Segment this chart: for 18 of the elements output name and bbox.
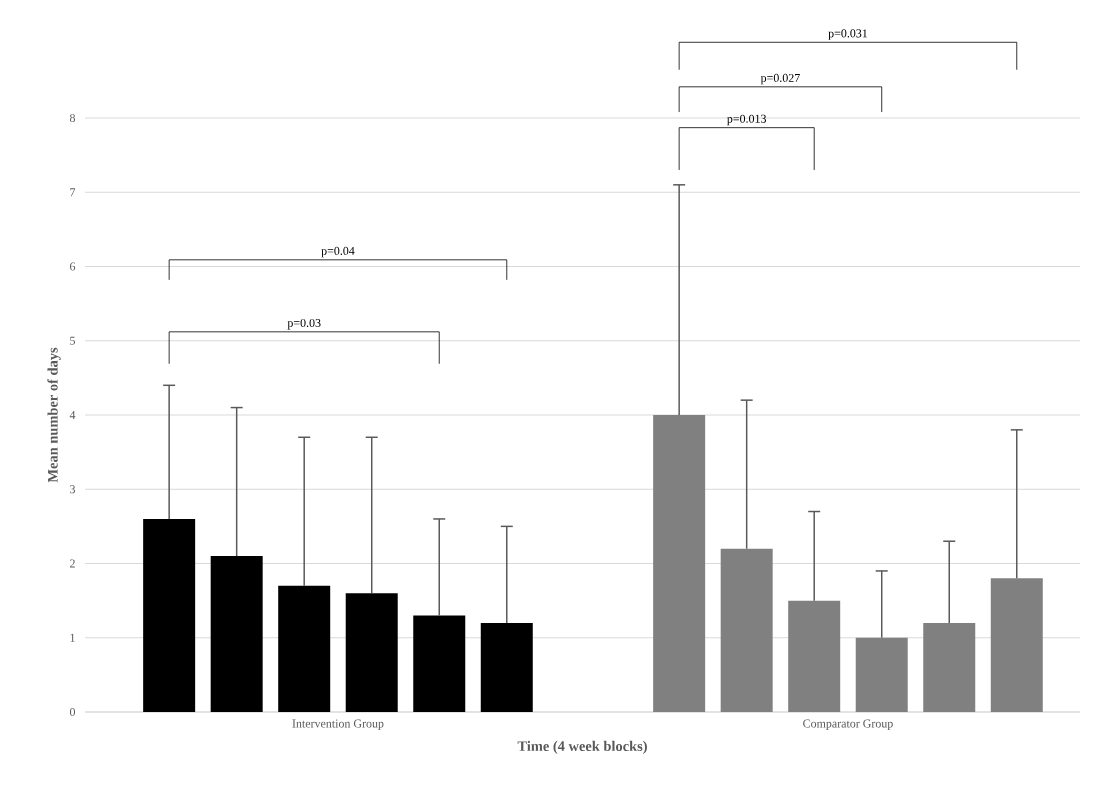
x-tick-label: Intervention Group bbox=[292, 719, 384, 730]
annotation: p=0.013 bbox=[727, 114, 767, 126]
text: p=0.031 bbox=[828, 29, 868, 40]
x-axis-title: Time (4 week blocks) bbox=[517, 740, 647, 754]
annotation: p=0.03 bbox=[287, 318, 321, 330]
y-tick-label: 2 bbox=[70, 559, 75, 568]
y-tick-label: 8 bbox=[69, 113, 76, 123]
x-tick-label: Comparator Group bbox=[803, 719, 893, 730]
y-tick-label: 0 bbox=[69, 707, 76, 717]
text: p=0.027 bbox=[760, 73, 800, 85]
annotation: p=0.04 bbox=[321, 246, 355, 258]
y-tick-label: 1 bbox=[70, 633, 75, 642]
y-axis-title: Mean number of days bbox=[47, 347, 61, 483]
y-tick-label: 3 bbox=[70, 485, 76, 494]
y-tick-label: 5 bbox=[70, 336, 76, 345]
y-tick-label: 6 bbox=[70, 262, 76, 271]
y-tick-label: 4 bbox=[69, 411, 76, 419]
y-tick-label: 7 bbox=[70, 188, 76, 197]
